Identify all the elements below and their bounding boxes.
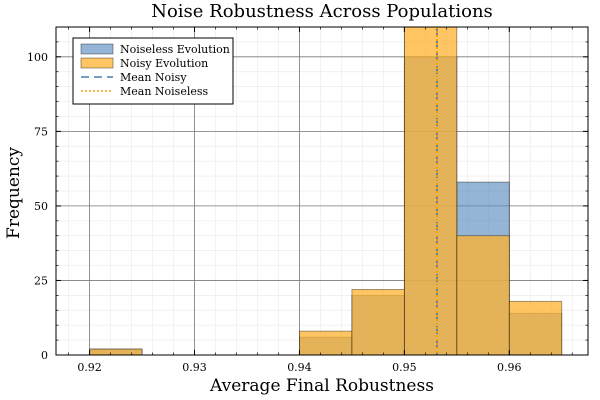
axis-ticks: 0.92 0.93 0.94 0.95 0.96 0 25 50 75 100 <box>27 27 588 374</box>
bar-noisy <box>403 26 458 356</box>
x-tick-label: 0.96 <box>497 361 522 374</box>
y-tick-label: 0 <box>41 349 48 362</box>
y-tick-label: 25 <box>34 274 48 287</box>
x-tick-label: 0.94 <box>287 361 312 374</box>
y-tick-label: 50 <box>34 200 48 213</box>
histogram-bars <box>89 26 563 356</box>
legend-label: Noiseless Evolution <box>120 43 230 56</box>
legend-label: Mean Noisy <box>120 71 187 84</box>
legend-label: Mean Noiseless <box>120 85 209 98</box>
bar-noisy <box>89 348 143 356</box>
x-axis-label: Average Final Robustness <box>209 376 434 396</box>
x-tick-label: 0.93 <box>182 361 207 374</box>
y-axis-label: Frequency <box>4 147 24 239</box>
bar-noisy <box>299 330 353 356</box>
legend-label: Noisy Evolution <box>120 57 208 70</box>
legend-swatch <box>80 57 114 69</box>
legend-swatch <box>80 43 114 55</box>
bar-noisy <box>351 288 405 356</box>
y-tick-label: 75 <box>34 125 48 138</box>
chart-title: Noise Robustness Across Populations <box>151 1 493 22</box>
y-tick-label: 100 <box>27 51 48 64</box>
x-tick-label: 0.92 <box>77 361 102 374</box>
bar-noisy <box>508 300 563 356</box>
bar-noisy <box>456 235 510 356</box>
x-tick-label: 0.95 <box>392 361 417 374</box>
